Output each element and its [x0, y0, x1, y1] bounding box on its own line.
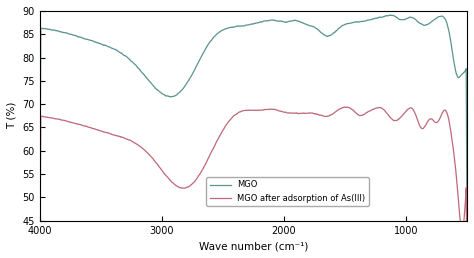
Line: MGO: MGO	[40, 15, 467, 232]
Legend: MGO, MGO after adsorption of As(III): MGO, MGO after adsorption of As(III)	[207, 177, 369, 206]
MGO	[200, 52, 206, 55]
MGO after adsorption of As(III)	[344, 106, 350, 109]
Line: MGO after adsorption of As(III): MGO after adsorption of As(III)	[40, 107, 467, 258]
Y-axis label: T (%): T (%)	[7, 102, 17, 130]
MGO after adsorption of As(III)	[315, 113, 320, 116]
MGO	[115, 49, 120, 52]
MGO after adsorption of As(III)	[115, 134, 120, 138]
MGO after adsorption of As(III)	[293, 111, 299, 115]
MGO	[293, 19, 299, 22]
MGO	[37, 228, 43, 231]
MGO	[388, 14, 393, 17]
X-axis label: Wave number (cm⁻¹): Wave number (cm⁻¹)	[199, 241, 308, 251]
MGO after adsorption of As(III)	[388, 117, 394, 120]
MGO after adsorption of As(III)	[200, 167, 206, 170]
MGO	[464, 231, 470, 234]
MGO after adsorption of As(III)	[356, 114, 362, 117]
MGO	[388, 14, 394, 17]
MGO	[315, 28, 320, 31]
MGO	[356, 20, 362, 23]
